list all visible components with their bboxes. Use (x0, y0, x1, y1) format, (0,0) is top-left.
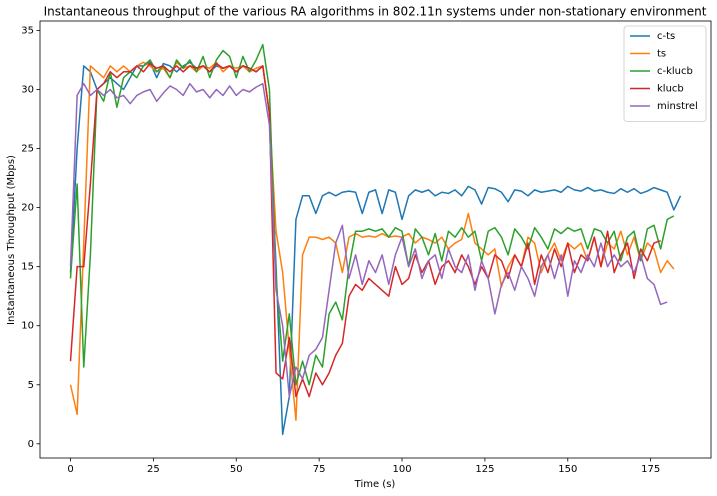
legend-label: c-klucb (657, 66, 693, 77)
plot-frame (39, 20, 712, 459)
y-tick-label: 5 (28, 380, 34, 391)
x-tick-label: 175 (641, 464, 660, 475)
x-tick-label: 125 (475, 464, 494, 475)
x-tick-label: 25 (147, 464, 160, 475)
x-axis-label: Time (s) (354, 479, 396, 490)
x-tick-label: 75 (313, 464, 326, 475)
y-tick-label: 25 (21, 144, 34, 155)
x-tick-label: 50 (230, 464, 243, 475)
y-tick-label: 20 (21, 203, 34, 214)
series-line (69, 61, 682, 436)
legend-label: ts (657, 49, 666, 60)
legend-label: minstrel (657, 101, 698, 112)
series-line (69, 82, 668, 398)
y-axis-label: Instantaneous Throughput (Mbps) (6, 155, 17, 325)
x-tick-label: 0 (67, 464, 73, 475)
y-tick-label: 30 (21, 85, 34, 96)
x-tick-label: 100 (392, 464, 411, 475)
chart-title: Instantaneous throughput of the various … (44, 5, 707, 19)
y-tick-label: 35 (21, 25, 34, 36)
legend-label: klucb (657, 84, 684, 95)
legend-box (623, 25, 707, 122)
series-line (69, 43, 675, 386)
y-tick-label: 10 (21, 321, 34, 332)
y-tick-label: 0 (28, 439, 34, 450)
legend-label: c-ts (657, 31, 675, 42)
y-tick-label: 15 (21, 262, 34, 273)
x-tick-label: 150 (558, 464, 577, 475)
legend: c-ts ts c-klucb klucb minstrel (623, 25, 707, 122)
